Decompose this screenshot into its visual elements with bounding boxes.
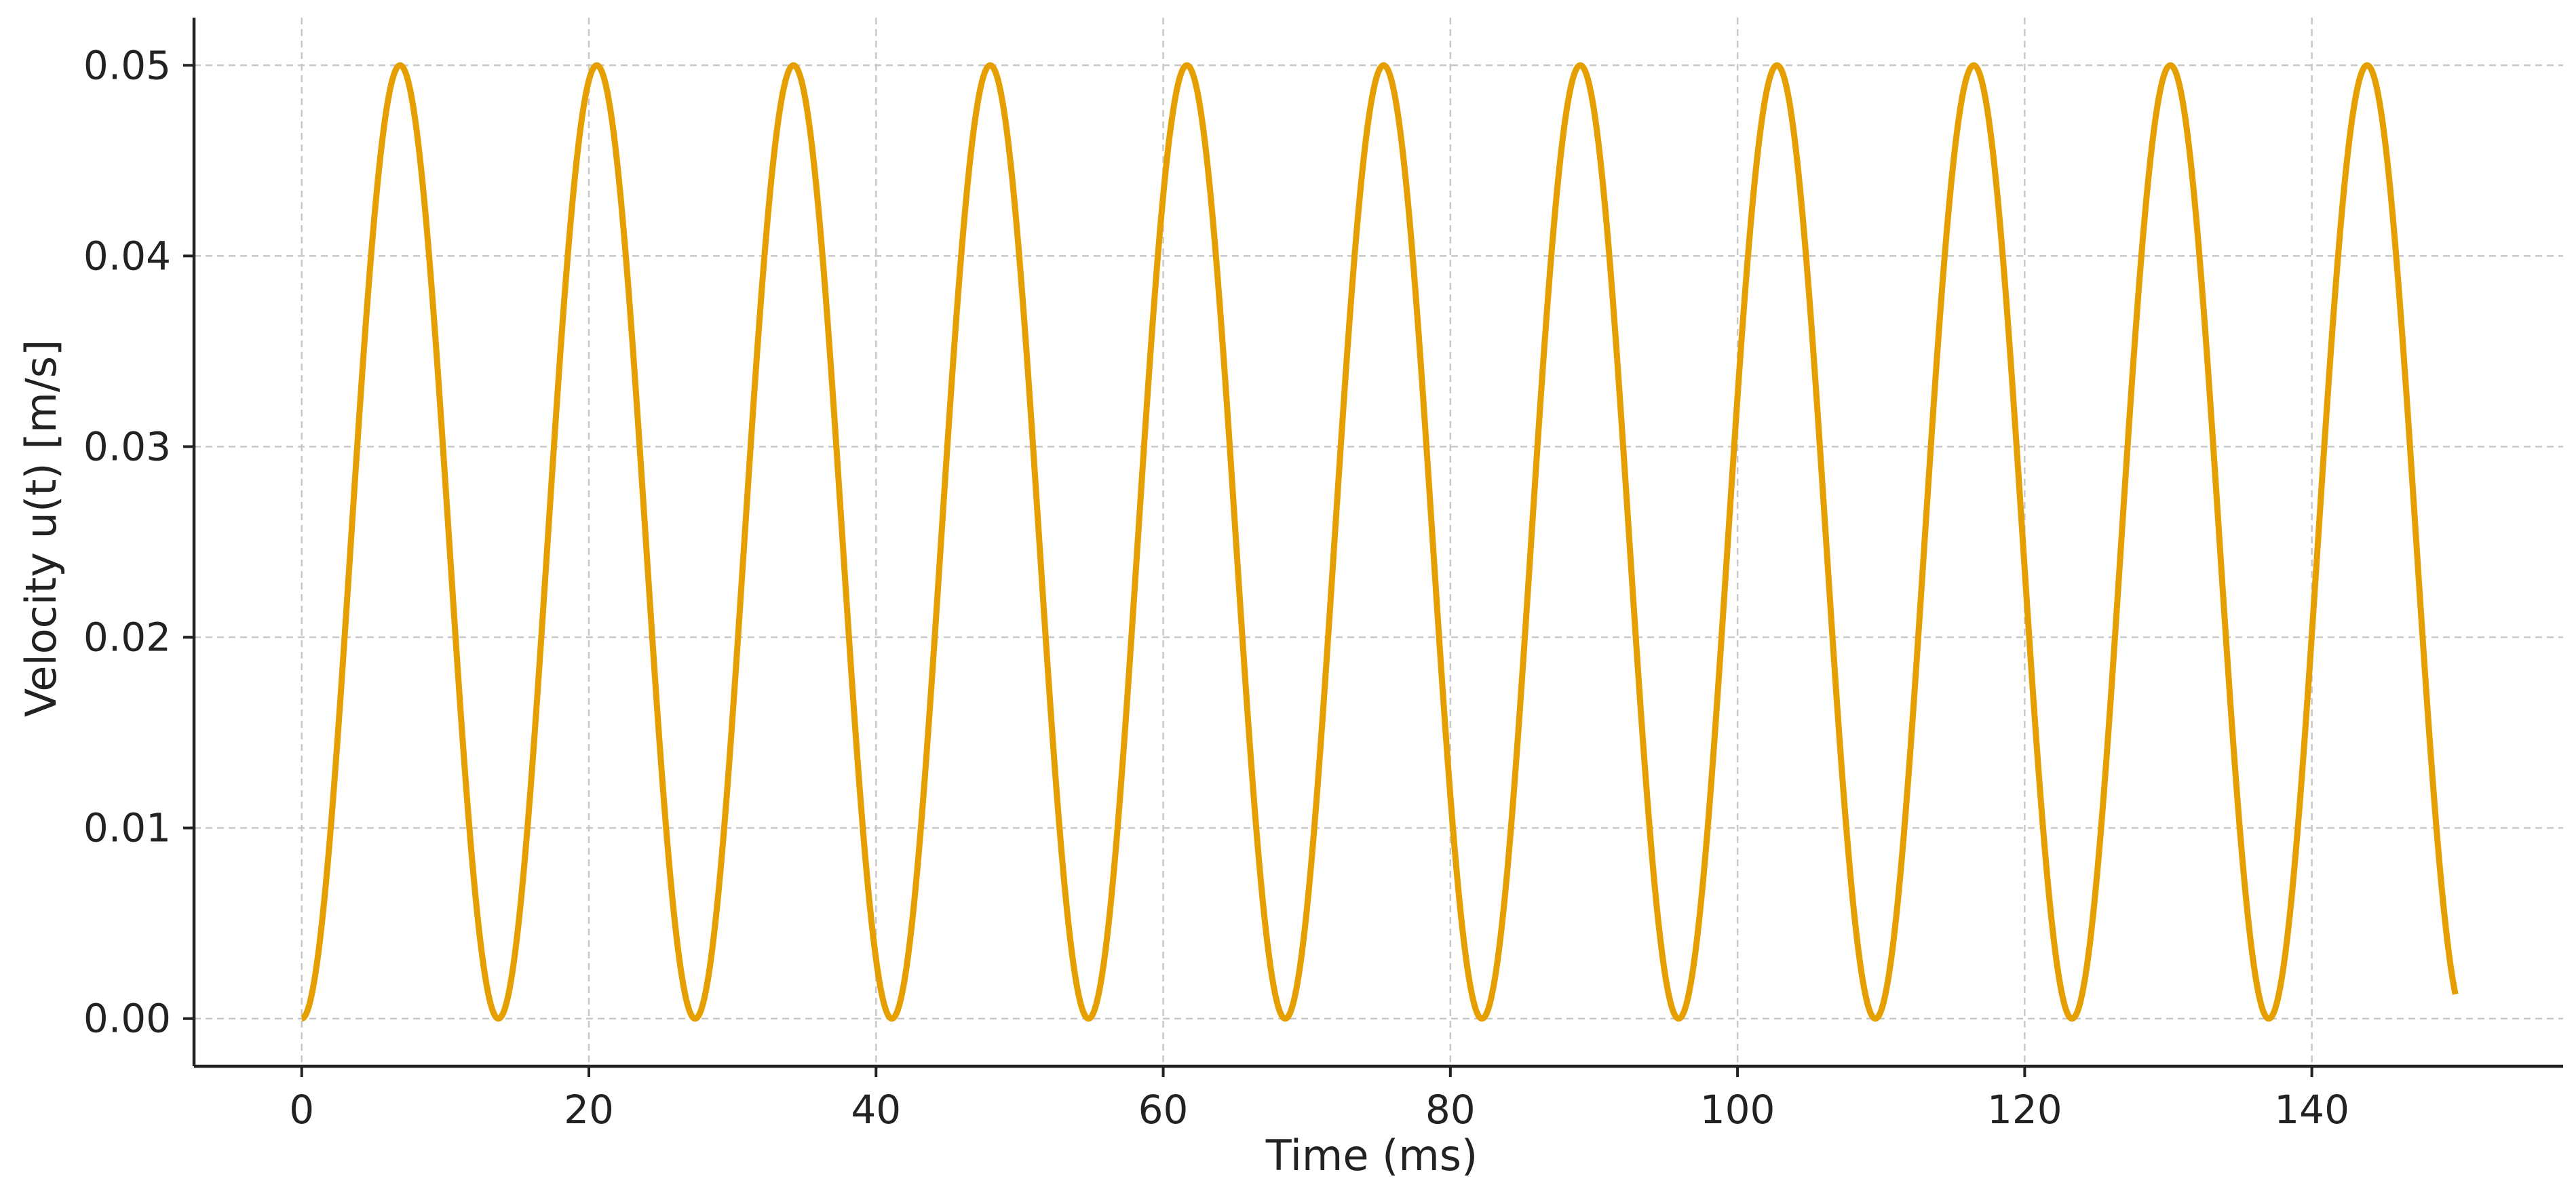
y-tick-label: 0.04 <box>83 233 171 279</box>
ticks-layer: 0 20 40 60 80 100 120 140 0.00 0.01 0.02 0.03 0.04 0.… <box>83 42 2349 1133</box>
y-tick-label: 0.03 <box>83 423 171 469</box>
x-tick-label: 120 <box>1987 1087 2062 1133</box>
x-tick-label: 0 <box>289 1087 314 1133</box>
series-layer <box>299 62 2459 1022</box>
x-tick-label: 100 <box>1700 1087 1775 1133</box>
x-tick-label: 140 <box>2274 1087 2349 1133</box>
velocity-series-line <box>299 62 2459 1022</box>
x-tick-label: 60 <box>1138 1087 1189 1133</box>
x-tick-label: 20 <box>564 1087 614 1133</box>
x-tick-label: 40 <box>851 1087 901 1133</box>
y-tick-label: 0.01 <box>83 805 171 851</box>
y-tick-label: 0.05 <box>83 42 171 88</box>
x-axis-title: Time (ms) <box>1265 1131 1478 1180</box>
y-axis-title: Velocity u(t) [m/s] <box>16 340 66 718</box>
y-tick-label: 0.02 <box>83 615 171 661</box>
x-tick-label: 80 <box>1425 1087 1476 1133</box>
y-tick-label: 0.00 <box>83 996 171 1042</box>
